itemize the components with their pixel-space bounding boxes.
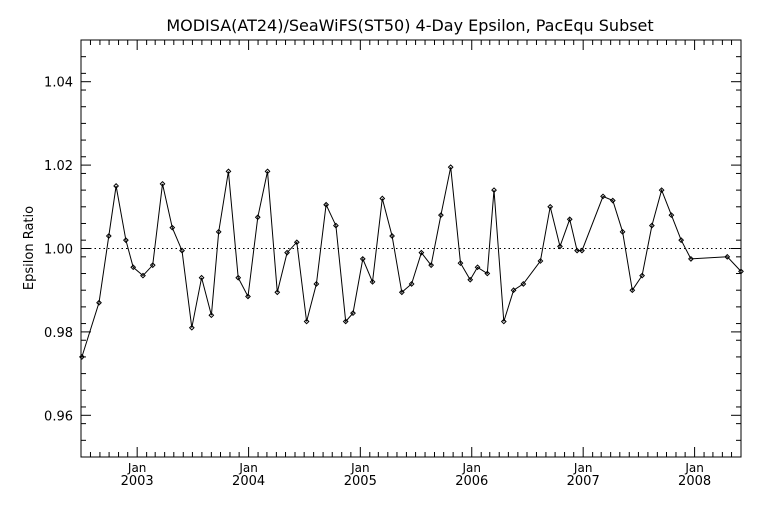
chart-title: MODISA(AT24)/SeaWiFS(ST50) 4-Day Epsilon…	[166, 16, 653, 35]
data-point	[96, 299, 102, 306]
data-point	[225, 168, 232, 175]
data-point	[379, 195, 386, 202]
x-tick-year-label: 2004	[232, 474, 265, 489]
x-tick-year-label: 2003	[121, 474, 154, 489]
data-point	[438, 212, 444, 219]
data-point	[303, 318, 310, 325]
data-point	[245, 293, 251, 300]
data-point	[474, 264, 481, 271]
data-point	[79, 354, 85, 360]
data-point	[639, 272, 645, 279]
data-point	[428, 262, 435, 269]
x-tick-month-label: Jan	[238, 461, 258, 475]
data-point	[293, 239, 300, 246]
data-point	[274, 289, 281, 296]
x-tick-month-label: Jan	[350, 461, 370, 475]
data-point	[500, 318, 507, 325]
data-point	[235, 274, 242, 281]
data-point	[149, 262, 156, 269]
data-point	[457, 260, 464, 267]
y-axis: 0.96 0.98 1.00 1.02 1.04	[44, 39, 741, 458]
data-point	[658, 187, 665, 194]
data-point	[510, 287, 517, 294]
data-point	[179, 247, 185, 254]
y-tick-label: 1.02	[44, 159, 73, 174]
data-point	[629, 287, 636, 294]
data-point	[418, 249, 425, 256]
data-point	[369, 278, 376, 285]
data-point	[264, 168, 271, 175]
data-point	[600, 193, 606, 200]
data-point	[609, 197, 616, 204]
data-point	[113, 183, 120, 189]
data-point	[130, 264, 137, 271]
data-point	[557, 243, 563, 250]
data-point	[520, 281, 527, 287]
data-point	[332, 222, 339, 229]
data-point	[284, 249, 290, 256]
x-tick-year-label: 2008	[678, 474, 711, 489]
data-point	[140, 272, 146, 279]
data-point	[619, 228, 626, 235]
data-point	[678, 237, 685, 244]
data-point	[668, 212, 675, 219]
data-point	[574, 247, 580, 254]
data-point	[198, 274, 205, 281]
data-point	[398, 289, 405, 296]
data-point	[359, 256, 366, 262]
y-tick-label: 1.00	[44, 243, 73, 258]
x-tick-month-label: Jan	[461, 461, 481, 475]
y-tick-label: 1.04	[44, 76, 73, 91]
data-point	[688, 256, 694, 262]
data-point	[215, 228, 222, 235]
data-point	[566, 216, 573, 223]
x-tick-year-label: 2007	[567, 474, 600, 489]
x-tick-month-label: Jan	[684, 461, 704, 475]
data-point	[342, 318, 349, 325]
x-tick-year-label: 2005	[344, 474, 377, 489]
data-point	[122, 237, 129, 244]
data-point	[169, 224, 176, 231]
data-point	[408, 281, 415, 287]
data-point	[579, 247, 585, 254]
y-tick-label: 0.98	[44, 326, 73, 341]
series-line	[81, 167, 742, 358]
data-point	[188, 324, 195, 331]
data-point	[537, 258, 544, 264]
series-markers	[79, 164, 744, 360]
data-point	[484, 270, 491, 277]
data-point	[105, 233, 112, 239]
y-tick-label: 0.96	[44, 409, 73, 424]
data-point	[313, 281, 320, 287]
data-point	[724, 253, 731, 260]
data-point	[491, 187, 497, 194]
data-point	[350, 310, 356, 317]
data-point	[323, 201, 330, 208]
data-point	[389, 233, 395, 239]
x-tick-month-label: Jan	[127, 461, 147, 475]
x-tick-month-label: Jan	[573, 461, 593, 475]
y-axis-label: Epsilon Ratio	[22, 206, 37, 290]
data-point	[547, 203, 554, 210]
data-point	[208, 312, 215, 319]
x-axis: Jan2003Jan2004Jan2005Jan2006Jan2007Jan20…	[80, 40, 742, 489]
data-point	[447, 164, 454, 171]
data-point	[254, 214, 261, 221]
data-point	[738, 268, 744, 275]
data-point	[467, 276, 474, 283]
x-tick-year-label: 2006	[455, 474, 488, 489]
data-point	[648, 222, 655, 229]
data-point	[159, 180, 166, 187]
